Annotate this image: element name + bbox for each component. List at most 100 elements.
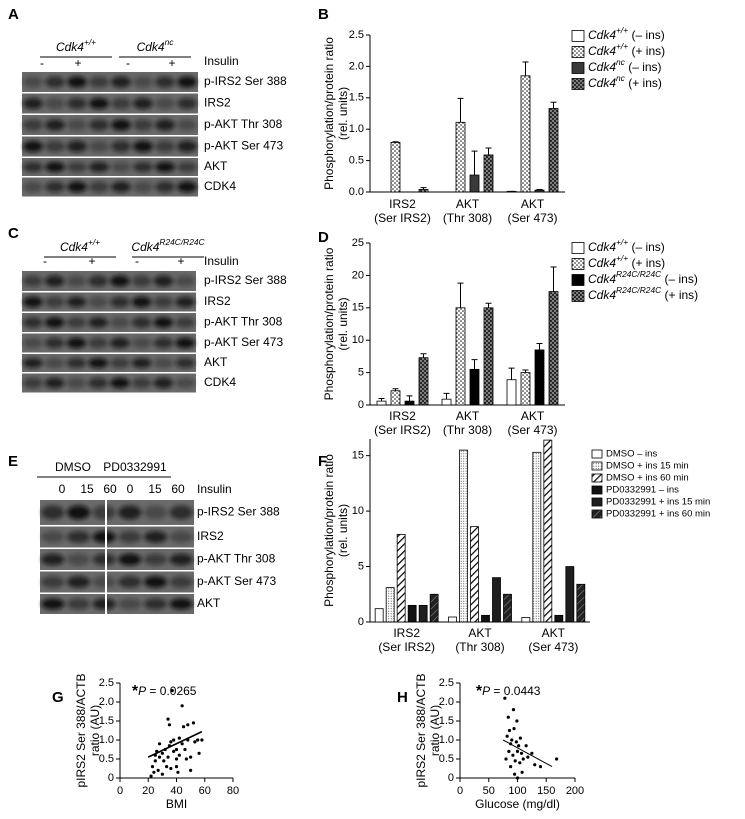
blot-row: [22, 271, 196, 291]
legend-label: Cdk4R24C/R24C (– ins): [588, 269, 698, 286]
lane-label: +: [74, 56, 81, 70]
y-tick-label: 15: [352, 302, 364, 314]
point: [180, 742, 184, 746]
panel-letter: D: [318, 229, 329, 246]
y-tick-label: 0: [448, 772, 454, 784]
y-tick-label: 2.0: [99, 696, 114, 708]
blot-row: [22, 93, 198, 114]
band-label: AKT: [204, 159, 228, 173]
y-tick-label: 1.0: [99, 734, 114, 746]
point: [517, 744, 521, 748]
blot-row: [22, 333, 196, 353]
blot-band: [23, 97, 43, 110]
blot-band: [88, 296, 108, 308]
bar: [470, 526, 479, 623]
x-tick-label: AKT (Ser 473): [507, 409, 557, 437]
blot-band: [118, 505, 142, 520]
blot-band: [155, 181, 175, 193]
x-tick-label: 150: [537, 785, 555, 797]
x-axis-label: BMI: [166, 797, 187, 811]
blot-row: [22, 313, 196, 332]
legend-label: Cdk4+/+ (+ ins): [588, 253, 665, 270]
bar: [418, 189, 429, 193]
y-axis-label: Phosphorylation/protein ratio(rel. units…: [322, 247, 350, 400]
panel-letter: C: [8, 225, 19, 242]
blot-band: [45, 76, 65, 88]
group-label: DMSO: [55, 460, 91, 474]
blot-band: [131, 377, 152, 389]
x-tick-label: 40: [170, 785, 182, 797]
point: [514, 740, 518, 744]
lane-label: 60: [103, 482, 117, 496]
blot-band: [67, 181, 87, 193]
x-tick-label: 0: [117, 785, 123, 797]
blot-band: [66, 275, 87, 287]
legend-label: DMSO – ins: [606, 449, 657, 460]
legend-swatch: [591, 485, 603, 495]
x-tick-label: IRS2 (Ser IRS2): [378, 626, 435, 654]
blot-row: [22, 177, 198, 197]
point: [512, 727, 516, 731]
error-bar: [550, 266, 557, 292]
blot-band: [88, 357, 108, 369]
blot-band: [143, 531, 168, 543]
y-axis-label: Phosphorylation/protein ratio(rel. units…: [322, 454, 350, 607]
bar: [483, 307, 494, 406]
blot-band: [177, 161, 197, 173]
blot-band: [45, 97, 65, 110]
panel-letter: B: [318, 6, 329, 23]
band-label: AKT: [197, 596, 221, 610]
panel-letter: G: [52, 689, 64, 706]
point: [538, 765, 543, 769]
blot-band: [175, 337, 195, 349]
legend-label: PD0332991 + ins 15 min: [606, 497, 710, 508]
blot-band: [118, 553, 142, 566]
legend-label: DMSO + ins 15 min: [606, 461, 689, 472]
blot-band: [66, 317, 87, 328]
blot-band: [111, 161, 131, 173]
blot-band: [169, 531, 193, 543]
bar: [534, 349, 545, 406]
blot-band: [67, 161, 87, 173]
point: [165, 765, 169, 769]
error-bar: [457, 97, 464, 123]
y-tick-label: 15: [352, 450, 364, 462]
point: [513, 759, 517, 763]
blot-band: [155, 161, 175, 173]
point: [526, 755, 530, 759]
y-tick-label: 2.0: [349, 60, 364, 72]
legend-swatch: [591, 461, 603, 471]
x-tick-label: 200: [566, 785, 584, 797]
blot-band: [66, 337, 87, 349]
lane-label: +: [177, 254, 184, 268]
point: [503, 696, 507, 700]
bar: [455, 307, 466, 406]
x-tick-label: AKT (Ser 473): [528, 626, 578, 654]
legend-label: Cdk4+/+ (– ins): [588, 237, 665, 254]
legend-swatch: [591, 449, 603, 459]
band-label: p-IRS2 Ser 388: [204, 74, 287, 88]
lane-label: +: [168, 56, 175, 70]
lane-label: -: [43, 254, 47, 268]
y-tick-label: 1.5: [99, 715, 114, 727]
point: [530, 751, 534, 755]
blot-row: [22, 115, 198, 135]
band-label: p-IRS2 Ser 388: [197, 505, 280, 519]
y-tick-label: 0.5: [99, 753, 114, 765]
bar: [483, 154, 494, 193]
bar: [565, 566, 575, 623]
band-label: p-AKT Ser 473: [204, 335, 283, 349]
blot-band: [110, 317, 130, 328]
blot-band: [175, 275, 195, 287]
blot-band: [92, 505, 116, 520]
x-tick-label: AKT (Thr 308): [443, 197, 492, 225]
blot-band: [118, 598, 142, 610]
point: [186, 723, 190, 727]
point: [166, 755, 170, 759]
x-tick-label: IRS2 (Ser IRS2): [374, 409, 431, 437]
x-tick-label: IRS2 (Ser IRS2): [374, 197, 431, 225]
blot-band: [89, 181, 109, 193]
blot-band: [131, 317, 152, 328]
y-tick-label: 5: [358, 367, 364, 379]
bar: [554, 614, 564, 623]
